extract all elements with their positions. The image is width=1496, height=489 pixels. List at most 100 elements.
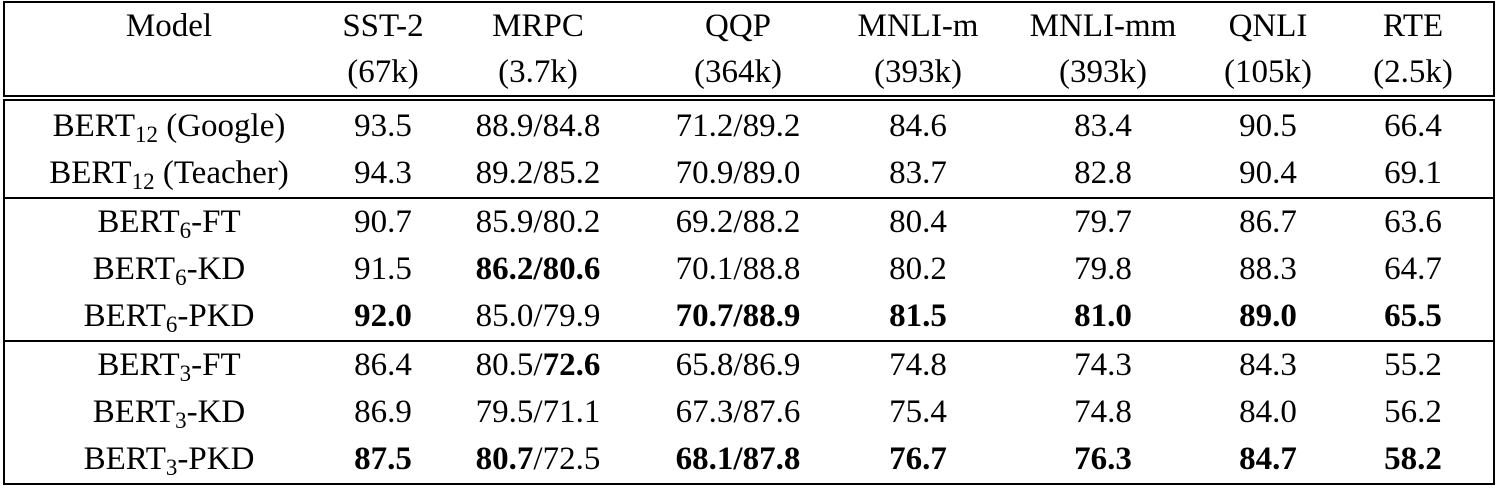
body-row: BERT12 (Google) 93.5 88.9/84.8 71.2/89.2 84.… xyxy=(5,101,1493,150)
score-cell: 80.4 xyxy=(833,197,1003,246)
model-cell: BERT3-PKD xyxy=(5,436,333,483)
bold-text: 81.0 xyxy=(1074,298,1132,334)
model-name: BERT xyxy=(97,204,180,240)
bold-text: 80.7 xyxy=(475,441,534,477)
column-name: QQP xyxy=(704,7,772,44)
cell-text: 86.4 xyxy=(354,347,412,383)
model-subscript: 3 xyxy=(175,408,187,433)
score-cell: 70.1/88.8 xyxy=(643,246,833,293)
cell-text: 85.9/80.2 xyxy=(475,204,601,240)
score-cell: 63.6 xyxy=(1333,197,1493,246)
empty-cell xyxy=(5,49,333,95)
body-row: BERT3-FT 86.4 80.5/72.6 65.8/86.9 74.8 74.3 84… xyxy=(5,340,1493,389)
model-cell: BERT3-FT xyxy=(5,340,333,389)
cell-text: 65.8/86.9 xyxy=(675,347,801,383)
cell-text: 69.2/88.2 xyxy=(675,204,801,240)
cell-text: 67.3/87.6 xyxy=(675,394,801,430)
column-name: MRPC xyxy=(492,7,584,44)
model-suffix: -KD xyxy=(186,394,246,430)
score-cell: 83.7 xyxy=(833,150,1003,198)
cell-text: 79.7 xyxy=(1074,204,1132,240)
score-cell: 83.4 xyxy=(1003,101,1203,150)
score-cell: 65.5 xyxy=(1333,293,1493,341)
score-cell: 90.4 xyxy=(1203,150,1333,198)
score-cell: 84.7 xyxy=(1203,436,1333,483)
score-cell: 90.5 xyxy=(1203,101,1333,150)
cell-text: 88.3 xyxy=(1239,251,1297,287)
model-subscript: 3 xyxy=(165,455,178,480)
score-cell: 91.5 xyxy=(333,246,433,293)
cell-text: 86.9 xyxy=(354,394,412,430)
body-row: BERT6-FT 90.7 85.9/80.2 69.2/88.2 80.4 79.7 86… xyxy=(5,197,1493,246)
bold-text: 86.2/80.6 xyxy=(475,251,601,287)
model-name: BERT xyxy=(83,441,166,477)
model-cell: BERT12 (Teacher) xyxy=(5,150,333,198)
body-row: BERT6-KD 91.5 86.2/80.6 70.1/88.8 80.2 79.8 88… xyxy=(5,246,1493,293)
bold-text: 72.6 xyxy=(542,347,601,383)
score-cell: 65.8/86.9 xyxy=(643,340,833,389)
score-cell: 74.3 xyxy=(1003,340,1203,389)
cell-text: 70.1/88.8 xyxy=(675,251,801,287)
model-subscript: 6 xyxy=(175,265,187,290)
score-cell: 92.0 xyxy=(333,293,433,341)
column-size: (2.5k) xyxy=(1373,53,1453,90)
model-cell: BERT6-PKD xyxy=(5,293,333,341)
column-name: Model xyxy=(125,7,213,44)
cell-text: 74.8 xyxy=(889,347,947,383)
score-cell: 89.0 xyxy=(1203,293,1333,341)
score-cell: 71.2/89.2 xyxy=(643,101,833,150)
column-name: MNLI-m xyxy=(857,7,979,44)
cell-text: 79.8 xyxy=(1074,251,1132,287)
score-cell: 67.3/87.6 xyxy=(643,389,833,436)
score-cell: 84.3 xyxy=(1203,340,1333,389)
body-row: BERT3-PKD 87.5 80.7/72.5 68.1/87.8 76.7 76.3 8… xyxy=(5,436,1493,483)
cell-text: 79.5/71.1 xyxy=(475,394,601,430)
model-subscript: 6 xyxy=(179,218,192,243)
cell-text: 88.9/84.8 xyxy=(475,108,601,144)
column-name: MNLI-mm xyxy=(1029,7,1177,44)
score-cell: 93.5 xyxy=(333,101,433,150)
cell-text: 89.2/85.2 xyxy=(475,155,601,191)
score-cell: 69.2/88.2 xyxy=(643,197,833,246)
cell-text: 80.4 xyxy=(889,204,947,240)
score-cell: 87.5 xyxy=(333,436,433,483)
column-size: (67k) xyxy=(347,53,419,90)
cell-text: 80.5/ xyxy=(475,347,543,383)
score-cell: 84.0 xyxy=(1203,389,1333,436)
score-cell: 74.8 xyxy=(833,340,1003,389)
score-cell: 70.7/88.9 xyxy=(643,293,833,341)
score-cell: 79.8 xyxy=(1003,246,1203,293)
score-cell: 75.4 xyxy=(833,389,1003,436)
score-cell: 86.7 xyxy=(1203,197,1333,246)
cell-text: 63.6 xyxy=(1384,204,1442,240)
cell-text: 90.4 xyxy=(1239,155,1297,191)
model-name: BERT xyxy=(52,108,135,144)
score-cell: 94.3 xyxy=(333,150,433,198)
header-box: Model SST-2 MRPC QQP MNLI-m MNLI-mm QNLI RTE (67… xyxy=(3,1,1495,97)
score-cell: 66.4 xyxy=(1333,101,1493,150)
cell-text: 84.3 xyxy=(1239,347,1297,383)
body-table: BERT12 (Google) 93.5 88.9/84.8 71.2/89.2 84.… xyxy=(5,101,1493,483)
cell-text: /72.5 xyxy=(533,441,601,477)
cell-text: 80.2 xyxy=(889,251,947,287)
cell-text: 69.1 xyxy=(1384,155,1442,191)
score-cell: 90.7 xyxy=(333,197,433,246)
cell-text: 86.7 xyxy=(1239,204,1297,240)
score-cell: 68.1/87.8 xyxy=(643,436,833,483)
cell-text: 90.7 xyxy=(354,204,412,240)
score-cell: 82.8 xyxy=(1003,150,1203,198)
body-row: BERT6-PKD 92.0 85.0/79.9 70.7/88.9 81.5 81.0 8… xyxy=(5,293,1493,341)
score-cell: 80.5/72.6 xyxy=(433,340,643,389)
model-subscript: 6 xyxy=(165,312,178,337)
bold-text: 76.7 xyxy=(889,441,947,477)
cell-text: 74.3 xyxy=(1074,347,1132,383)
cell-text: 71.2/89.2 xyxy=(675,108,801,144)
model-subscript: 3 xyxy=(179,361,192,386)
model-suffix: -KD xyxy=(186,251,246,287)
bold-text: 70.7/88.9 xyxy=(675,298,801,334)
model-suffix: (Teacher) xyxy=(154,155,289,191)
cell-text: 84.6 xyxy=(889,108,947,144)
body-row: BERT3-KD 86.9 79.5/71.1 67.3/87.6 75.4 74.8 84… xyxy=(5,389,1493,436)
score-cell: 58.2 xyxy=(1333,436,1493,483)
